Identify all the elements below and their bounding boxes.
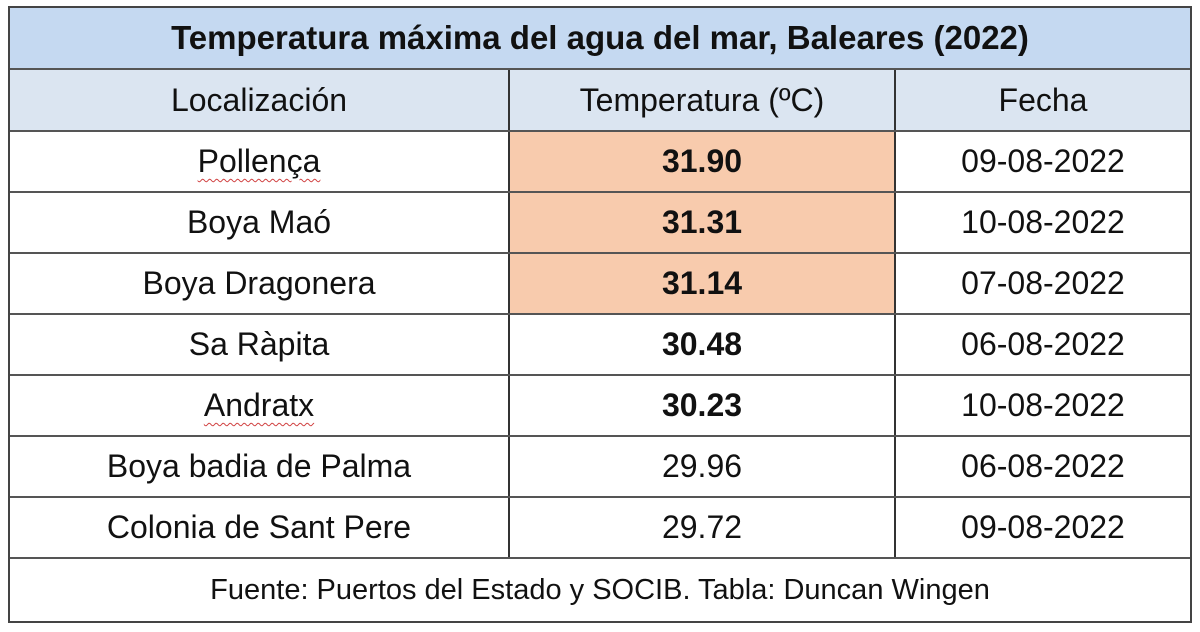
date-cell: 06-08-2022 [961, 448, 1125, 484]
temperature-table: Temperatura máxima del agua del mar, Bal… [8, 6, 1192, 623]
column-header-date: Fecha [998, 81, 1088, 118]
date-cell: 09-08-2022 [961, 143, 1125, 179]
temperature-cell: 31.31 [510, 193, 896, 252]
location-cell: Sa Ràpita [10, 315, 510, 374]
location-cell: Colonia de Sant Pere [10, 498, 510, 557]
location-cell: Andratx [10, 376, 510, 435]
table-row: Pollença 31.90 09-08-2022 [10, 132, 1190, 193]
temperature-cell: 30.23 [510, 376, 896, 435]
source-credit: Fuente: Puertos del Estado y SOCIB. Tabl… [210, 573, 990, 606]
location-cell: Boya Dragonera [10, 254, 510, 313]
location-cell: Boya badia de Palma [10, 437, 510, 496]
temperature-cell: 29.72 [510, 498, 896, 557]
table-row: Sa Ràpita 30.48 06-08-2022 [10, 315, 1190, 376]
column-header-location: Localización [10, 70, 510, 130]
location-cell: Pollença [10, 132, 510, 191]
date-cell: 10-08-2022 [961, 387, 1125, 423]
location-cell: Boya Maó [10, 193, 510, 252]
column-header-temperature: Temperatura (ºC) [510, 70, 896, 130]
table-title-text: Temperatura máxima del agua del mar, Bal… [171, 19, 1029, 56]
table-row: Andratx 30.23 10-08-2022 [10, 376, 1190, 437]
temperature-cell: 30.48 [510, 315, 896, 374]
table-title: Temperatura máxima del agua del mar, Bal… [10, 8, 1190, 70]
table-footer: Fuente: Puertos del Estado y SOCIB. Tabl… [10, 559, 1190, 621]
table-row: Boya Maó 31.31 10-08-2022 [10, 193, 1190, 254]
date-cell: 09-08-2022 [961, 509, 1125, 545]
table-header-row: Localización Temperatura (ºC) Fecha [10, 70, 1190, 132]
date-cell: 07-08-2022 [961, 265, 1125, 301]
temperature-cell: 31.90 [510, 132, 896, 191]
date-cell: 10-08-2022 [961, 204, 1125, 240]
table-row: Colonia de Sant Pere 29.72 09-08-2022 [10, 498, 1190, 559]
date-cell: 06-08-2022 [961, 326, 1125, 362]
temperature-cell: 29.96 [510, 437, 896, 496]
temperature-cell: 31.14 [510, 254, 896, 313]
table-row: Boya badia de Palma 29.96 06-08-2022 [10, 437, 1190, 498]
table-row: Boya Dragonera 31.14 07-08-2022 [10, 254, 1190, 315]
